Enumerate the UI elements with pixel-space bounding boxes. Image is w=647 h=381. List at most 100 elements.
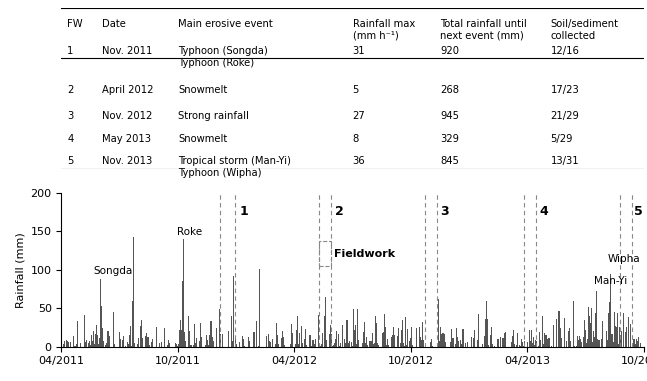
Bar bbox=[596, 313, 597, 347]
Text: 1: 1 bbox=[239, 205, 248, 218]
Bar bbox=[298, 344, 299, 347]
Bar bbox=[118, 341, 120, 347]
Bar bbox=[630, 324, 631, 347]
Bar bbox=[402, 330, 404, 347]
Text: Strong rainfall: Strong rainfall bbox=[178, 111, 249, 121]
Bar bbox=[296, 336, 297, 347]
Bar bbox=[532, 343, 533, 347]
Bar bbox=[253, 346, 254, 347]
Bar bbox=[619, 328, 620, 347]
Bar bbox=[256, 344, 257, 347]
Bar bbox=[521, 342, 522, 347]
Bar bbox=[66, 341, 67, 347]
Bar bbox=[216, 328, 217, 347]
Bar bbox=[281, 338, 283, 347]
Bar bbox=[369, 341, 371, 347]
Bar bbox=[375, 328, 376, 347]
Bar bbox=[490, 328, 492, 347]
Bar bbox=[377, 343, 378, 347]
Bar bbox=[410, 341, 411, 347]
Bar bbox=[85, 340, 87, 347]
Bar bbox=[524, 341, 525, 347]
Bar bbox=[487, 341, 488, 347]
Bar bbox=[531, 330, 532, 347]
Bar bbox=[540, 340, 541, 347]
Bar bbox=[239, 342, 240, 347]
Bar bbox=[296, 330, 298, 347]
Text: 5: 5 bbox=[634, 205, 642, 218]
Bar bbox=[272, 339, 273, 347]
Bar bbox=[356, 344, 357, 347]
Bar bbox=[145, 336, 146, 347]
Text: Fieldwork: Fieldwork bbox=[334, 250, 395, 259]
Text: Date: Date bbox=[102, 19, 126, 29]
Bar bbox=[119, 332, 120, 347]
Bar bbox=[353, 330, 355, 347]
Bar bbox=[77, 321, 78, 347]
Text: 329: 329 bbox=[440, 134, 459, 144]
Text: Main erosive event: Main erosive event bbox=[178, 19, 272, 29]
Bar bbox=[584, 330, 585, 347]
Bar bbox=[388, 345, 389, 347]
Bar bbox=[102, 338, 103, 347]
Bar bbox=[560, 328, 561, 347]
Bar bbox=[458, 346, 459, 347]
Text: 268: 268 bbox=[440, 85, 459, 95]
Bar bbox=[90, 345, 91, 347]
Bar bbox=[179, 330, 181, 347]
Bar bbox=[498, 339, 499, 347]
Bar bbox=[321, 344, 322, 347]
Bar bbox=[542, 316, 543, 347]
Text: Total rainfall until
next event (mm): Total rainfall until next event (mm) bbox=[440, 19, 527, 40]
Bar bbox=[583, 343, 584, 347]
Bar bbox=[303, 339, 305, 347]
Bar bbox=[210, 341, 211, 347]
Bar bbox=[291, 323, 292, 347]
Bar bbox=[210, 321, 212, 347]
Bar bbox=[602, 321, 603, 347]
Bar bbox=[616, 339, 617, 347]
Bar bbox=[516, 346, 517, 347]
Text: 31: 31 bbox=[353, 46, 366, 56]
Bar bbox=[193, 345, 195, 347]
Bar bbox=[621, 331, 622, 347]
Bar bbox=[431, 339, 432, 347]
Bar bbox=[590, 323, 591, 347]
Bar bbox=[346, 330, 347, 347]
Bar bbox=[96, 325, 97, 347]
Bar bbox=[333, 345, 334, 347]
Bar bbox=[455, 344, 457, 347]
Bar bbox=[65, 339, 67, 347]
Bar bbox=[344, 339, 345, 347]
Bar bbox=[61, 335, 62, 347]
Bar bbox=[189, 331, 190, 347]
Bar bbox=[543, 344, 544, 347]
Bar bbox=[564, 318, 565, 347]
Bar bbox=[459, 340, 461, 347]
Text: Typhoon (Songda)
Typhoon (Roke): Typhoon (Songda) Typhoon (Roke) bbox=[178, 46, 268, 68]
Bar bbox=[402, 320, 403, 347]
Bar bbox=[391, 337, 392, 347]
Bar bbox=[220, 334, 221, 347]
Bar bbox=[482, 344, 483, 347]
Bar bbox=[216, 346, 217, 347]
Bar bbox=[269, 341, 270, 347]
Text: Tropical storm (Man-Yi)
Typhoon (Wipha): Tropical storm (Man-Yi) Typhoon (Wipha) bbox=[178, 156, 291, 178]
Bar bbox=[100, 279, 102, 347]
Bar bbox=[259, 269, 260, 347]
Bar bbox=[206, 340, 207, 347]
Text: 3: 3 bbox=[440, 205, 448, 218]
Bar bbox=[127, 343, 128, 347]
Bar bbox=[109, 345, 110, 347]
Bar bbox=[310, 335, 311, 347]
Bar bbox=[630, 335, 631, 347]
Bar bbox=[209, 341, 210, 347]
Bar bbox=[212, 338, 214, 347]
Bar bbox=[354, 334, 355, 347]
Bar bbox=[628, 317, 629, 347]
Bar bbox=[442, 346, 443, 347]
Bar bbox=[589, 341, 591, 347]
Bar bbox=[401, 330, 402, 347]
Bar bbox=[93, 342, 94, 347]
Bar bbox=[311, 346, 312, 347]
